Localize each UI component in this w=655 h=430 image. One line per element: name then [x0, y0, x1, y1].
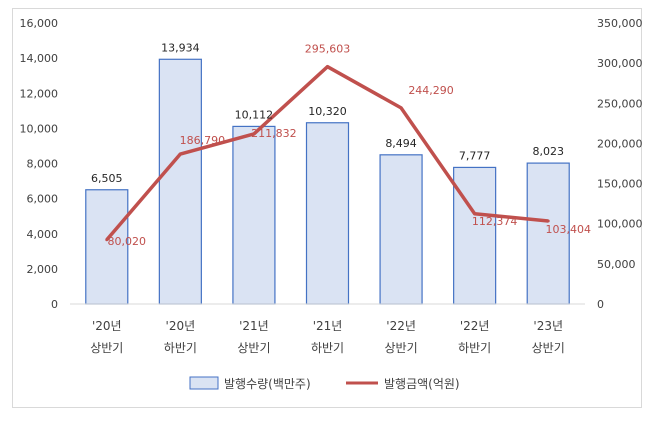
line-value-label: 244,290 [408, 84, 454, 97]
bar [526, 162, 570, 305]
bar-value-label: 8,494 [385, 137, 417, 150]
right-y-axis: 0 50,000 100,000 150,000 200,000 250,000 300,0… [597, 17, 643, 311]
line-point [178, 152, 182, 156]
bar-value-label: 8,023 [532, 145, 564, 158]
category-year-label: '21년 [313, 319, 343, 333]
left-axis-tick-label: 16,000 [20, 17, 59, 30]
left-axis-tick-label: 6,000 [27, 193, 59, 206]
bar [158, 58, 202, 305]
category-year-label: '22년 [460, 319, 490, 333]
bar-data-labels: 6,505 13,934 10,112 10,320 8,494 7,777 8,023 [91, 41, 564, 184]
bar [232, 125, 276, 305]
line-value-label: 295,603 [305, 43, 351, 56]
left-axis-tick-label: 4,000 [27, 228, 59, 241]
left-axis-tick-label: 12,000 [20, 87, 59, 100]
line-point [399, 106, 403, 110]
left-axis-tick-label: 8,000 [27, 158, 59, 171]
category-year-label: '23년 [533, 319, 563, 333]
category-year-label: '20년 [166, 319, 196, 333]
bar [85, 189, 129, 305]
left-axis-tick-label: 2,000 [27, 263, 59, 276]
category-year-label: '21년 [239, 319, 269, 333]
line-point [105, 238, 109, 242]
bar [453, 166, 497, 305]
legend-bar-label: 발행수량(백만주) [224, 376, 311, 391]
left-axis-tick-label: 14,000 [20, 52, 59, 65]
line-value-label: 80,020 [108, 235, 147, 248]
right-axis-tick-label: 300,000 [597, 57, 643, 70]
left-y-axis: 0 2,000 4,000 6,000 8,000 10,000 12,000 14,000 1… [20, 17, 59, 311]
bar-value-label: 7,777 [459, 149, 491, 162]
category-year-label: '22년 [386, 319, 416, 333]
line-point [252, 132, 256, 136]
right-axis-tick-label: 150,000 [597, 178, 643, 191]
right-axis-tick-label: 350,000 [597, 17, 643, 30]
bar-value-label: 6,505 [91, 172, 123, 185]
category-year-label: '20년 [92, 319, 122, 333]
line-value-label: 211,832 [251, 127, 297, 140]
category-half-label: 하반기 [311, 341, 344, 355]
bar-value-label: 10,112 [235, 108, 274, 121]
line-point [473, 212, 477, 216]
category-half-label: 하반기 [458, 341, 491, 355]
line-point [546, 219, 550, 223]
line-value-label: 112,374 [472, 215, 518, 228]
legend: 발행수량(백만주) 발행금액(억원) [189, 376, 460, 391]
bar-value-label: 13,934 [161, 41, 200, 54]
line-data-labels: 80,020 186,790 211,832 295,603 244,290 112,37… [108, 43, 591, 248]
right-axis-tick-label: 0 [597, 298, 604, 311]
category-half-label: 상반기 [385, 341, 418, 355]
right-axis-tick-label: 250,000 [597, 97, 643, 110]
legend-bar-swatch [189, 376, 219, 390]
legend-line-label: 발행금액(억원) [384, 376, 460, 391]
left-axis-tick-label: 0 [51, 298, 58, 311]
right-axis-tick-label: 100,000 [597, 218, 643, 231]
line-series [105, 64, 550, 242]
line-value-label: 186,790 [180, 134, 226, 147]
category-half-label: 상반기 [90, 341, 123, 355]
line-value-label: 103,404 [545, 223, 591, 236]
category-half-label: 상반기 [532, 341, 565, 355]
bar [379, 154, 423, 305]
right-axis-tick-label: 50,000 [597, 258, 636, 271]
category-half-label: 하반기 [164, 341, 197, 355]
category-half-label: 상반기 [237, 341, 270, 355]
right-axis-tick-label: 200,000 [597, 137, 643, 150]
left-axis-tick-label: 10,000 [20, 122, 59, 135]
bar-value-label: 10,320 [308, 105, 347, 118]
bar [305, 122, 350, 305]
bar-series [85, 58, 570, 305]
line-point [326, 65, 329, 69]
